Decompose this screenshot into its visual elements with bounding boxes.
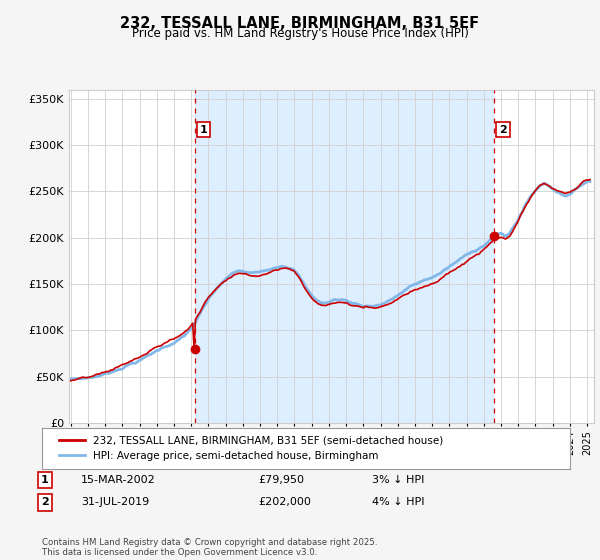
Text: 1: 1 xyxy=(41,475,49,485)
Text: 31-JUL-2019: 31-JUL-2019 xyxy=(81,497,149,507)
Text: £202,000: £202,000 xyxy=(258,497,311,507)
Text: 4% ↓ HPI: 4% ↓ HPI xyxy=(372,497,425,507)
Text: 3% ↓ HPI: 3% ↓ HPI xyxy=(372,475,424,485)
Text: 15-MAR-2002: 15-MAR-2002 xyxy=(81,475,156,485)
Text: 232, TESSALL LANE, BIRMINGHAM, B31 5EF: 232, TESSALL LANE, BIRMINGHAM, B31 5EF xyxy=(121,16,479,31)
Text: £79,950: £79,950 xyxy=(258,475,304,485)
Legend: 232, TESSALL LANE, BIRMINGHAM, B31 5EF (semi-detached house), HPI: Average price: 232, TESSALL LANE, BIRMINGHAM, B31 5EF (… xyxy=(52,430,449,468)
Text: 1: 1 xyxy=(200,124,208,134)
Text: Contains HM Land Registry data © Crown copyright and database right 2025.
This d: Contains HM Land Registry data © Crown c… xyxy=(42,538,377,557)
Text: 2: 2 xyxy=(41,497,49,507)
Bar xyxy=(194,90,494,423)
Text: Price paid vs. HM Land Registry's House Price Index (HPI): Price paid vs. HM Land Registry's House … xyxy=(131,27,469,40)
Text: 2: 2 xyxy=(499,124,507,134)
